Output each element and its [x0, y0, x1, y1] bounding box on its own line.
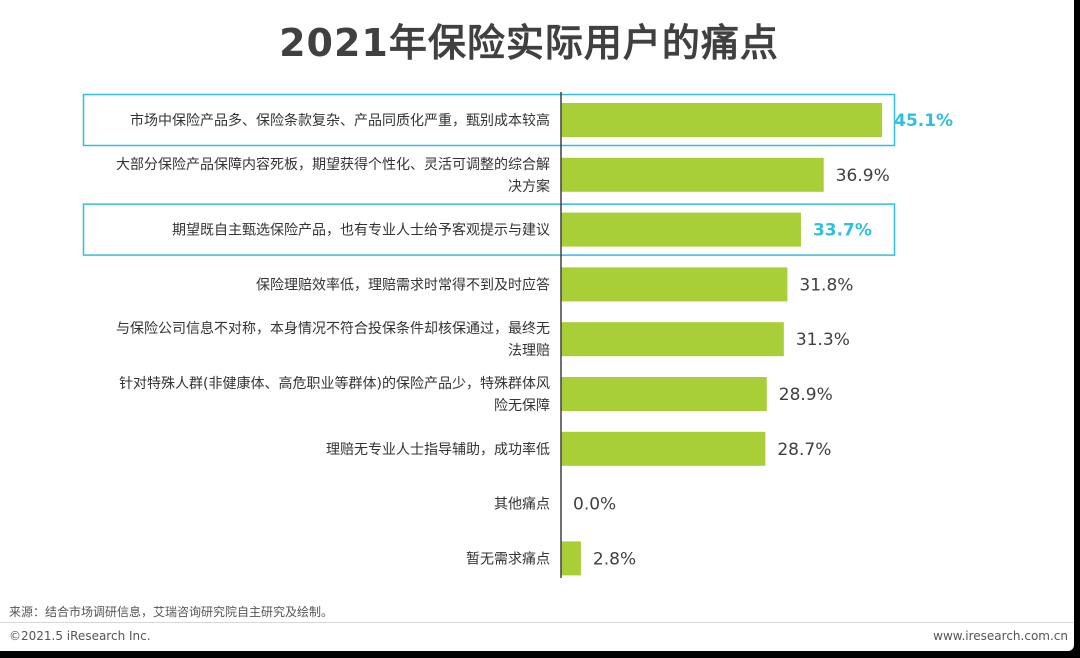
category-label: 理赔无专业人士指导辅助，成功率低	[326, 441, 550, 458]
source-note: 来源：结合市场调研信息，艾瑞咨询研究院自主研究及绘制。	[9, 605, 334, 619]
highlight-box	[82, 203, 896, 256]
value-label: 28.7%	[777, 440, 831, 460]
category-label: 大部分保险产品保障内容死板，期望获得个性化、灵活可调整的综合解	[116, 156, 550, 173]
bar	[561, 541, 581, 576]
category-label: 市场中保险产品多、保险条款复杂、产品同质化严重，甄别成本较高	[130, 112, 550, 129]
chart-title: 2021年保险实际用户的痛点	[279, 21, 779, 65]
value-label: 2.8%	[593, 549, 636, 569]
bar	[561, 212, 801, 247]
highlight-box	[82, 93, 896, 147]
value-label: 31.8%	[799, 275, 853, 295]
bar	[561, 322, 784, 357]
value-label: 31.3%	[796, 330, 850, 350]
bar-chart: 45.1% 市场中保险产品多、保险条款复杂、产品同质化严重，甄别成本较高 36.9%…	[82, 92, 953, 578]
website-link[interactable]: www.iresearch.com.cn	[933, 629, 1068, 643]
value-label: 33.7%	[813, 221, 872, 241]
bar	[561, 377, 767, 411]
category-label: 其他痛点	[494, 496, 550, 513]
category-label: 暂无需求痛点	[466, 550, 550, 567]
value-label: 28.9%	[779, 385, 833, 405]
category-label: 决方案	[508, 178, 550, 195]
category-label: 险无保障	[494, 398, 550, 414]
footer-divider	[0, 622, 1074, 623]
bar	[561, 157, 824, 192]
value-label: 36.9%	[836, 166, 890, 186]
value-label: 45.1%	[894, 111, 953, 131]
category-label: 保险理赔效率低，理赔需求时常得不到及时应答	[256, 276, 550, 293]
bar	[561, 267, 788, 302]
category-label: 与保险公司信息不对称，本身情况不符合投保条件却核保通过，最终无	[116, 320, 550, 337]
category-label: 法理赔	[508, 343, 550, 359]
value-label: 0.0%	[573, 495, 616, 515]
category-label: 针对特殊人群(非健康体、高危职业等群体)的保险产品少，特殊群体风	[119, 375, 550, 392]
bar	[561, 103, 883, 137]
category-label: 期望既自主甄选保险产品，也有专业人士给予客观提示与建议	[172, 222, 550, 239]
copyright-text: ©2021.5 iResearch Inc.	[9, 629, 151, 643]
bar	[561, 431, 766, 466]
